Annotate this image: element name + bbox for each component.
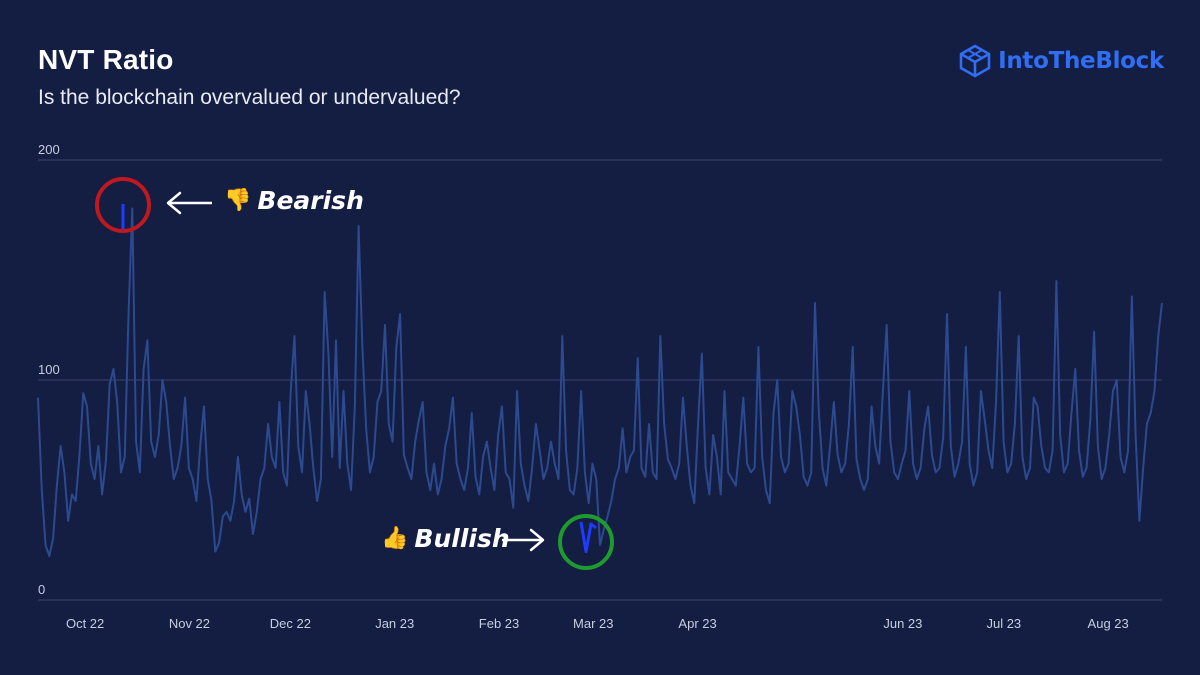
x-tick-label: Mar 23 <box>573 616 613 631</box>
marker-layer <box>95 177 614 570</box>
x-tick-label: Nov 22 <box>169 616 210 631</box>
x-tick-label: Jan 23 <box>375 616 414 631</box>
y-tick-label: 100 <box>38 362 60 377</box>
brand-logo: IntoTheBlock <box>958 44 1164 78</box>
x-tick-label: Apr 23 <box>678 616 716 631</box>
chart-subtitle: Is the blockchain overvalued or underval… <box>38 86 461 109</box>
x-tick-label: Aug 23 <box>1088 616 1129 631</box>
bullish-ring <box>558 514 614 570</box>
y-tick-label: 0 <box>38 582 45 597</box>
bullish-trough-mark <box>579 521 597 554</box>
cube-logo-icon <box>959 44 991 78</box>
brand-name: IntoTheBlock <box>998 48 1164 74</box>
x-tick-label: Feb 23 <box>479 616 519 631</box>
bearish-annotation: 👎 Bearish <box>224 186 364 215</box>
x-tick-label: Dec 22 <box>270 616 311 631</box>
x-axis-ticks: Oct 22 Nov 22 Dec 22 Jan 23 Feb 23 Mar 23 Apr … <box>66 616 1129 631</box>
x-tick-label: Jul 23 <box>986 616 1021 631</box>
x-tick-label: Oct 22 <box>66 616 104 631</box>
series-layer <box>37 207 1163 557</box>
thumbs-up-icon: 👍 <box>381 526 409 551</box>
bullish-annotation: 👍 Bullish <box>381 524 510 553</box>
nvt-series-line <box>37 207 1163 557</box>
chart-title: NVT Ratio <box>38 44 174 75</box>
bullish-arrow-head <box>529 528 545 552</box>
y-axis-ticks: 0 100 200 <box>38 142 60 597</box>
grid-layer <box>38 159 1162 601</box>
y-tick-label: 200 <box>38 142 60 157</box>
x-tick-label: Jun 23 <box>883 616 922 631</box>
bearish-label: Bearish <box>257 186 364 215</box>
bearish-ring <box>95 177 151 233</box>
bearish-arrow-head <box>166 191 182 215</box>
bullish-label: Bullish <box>414 524 510 553</box>
thumbs-down-icon: 👎 <box>224 188 252 213</box>
